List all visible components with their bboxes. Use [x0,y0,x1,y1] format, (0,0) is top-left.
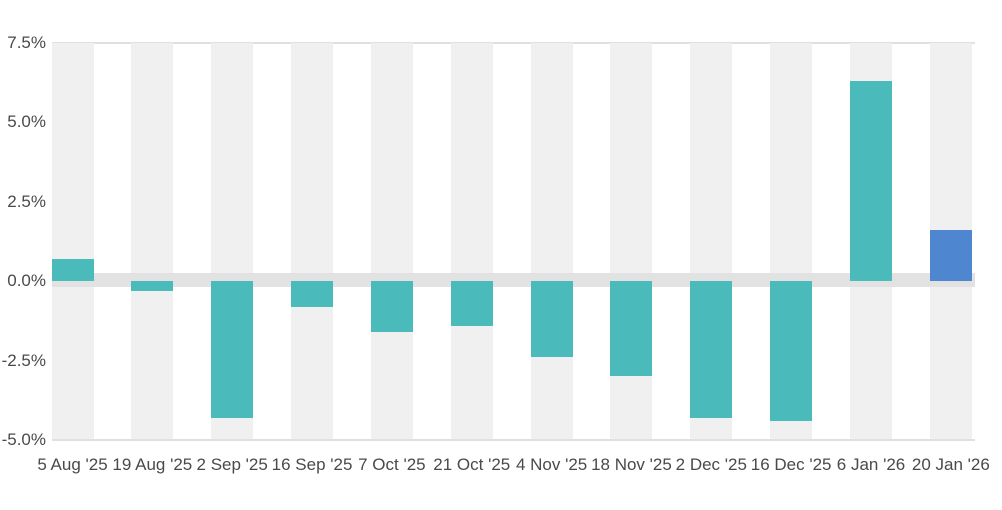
bar[interactable] [929,230,972,282]
column-stripe [291,43,334,440]
plot-area [52,43,975,440]
bar[interactable] [131,281,174,291]
bar[interactable] [610,281,653,377]
x-tick-label: 6 Jan '26 [836,455,906,474]
y-tick-label: 5.0% [7,112,46,132]
column-stripe [530,43,573,440]
x-tick-label: 5 Aug '25 [37,455,108,474]
x-tick-label: 16 Dec '25 [750,455,832,474]
x-tick-label: 21 Oct '25 [433,455,511,474]
bar[interactable] [690,281,733,418]
column-stripe [610,43,653,440]
x-tick-label: 16 Sep '25 [271,455,353,474]
column-stripe [52,43,94,440]
bar[interactable] [530,281,573,358]
x-tick-label: 4 Nov '25 [515,455,588,474]
bar[interactable] [450,281,493,326]
bar[interactable] [770,281,813,421]
y-tick-label: 7.5% [7,33,46,52]
bar[interactable] [370,281,413,332]
bar[interactable] [850,81,892,282]
bar[interactable] [52,258,94,282]
gridline-top [52,42,975,44]
column-stripe [131,43,174,440]
column-stripe [450,43,493,440]
y-tick-label: -5.0% [1,430,46,449]
y-tick-label: 0.0% [7,271,46,291]
bar[interactable] [291,281,334,307]
x-tick-label: 20 Jan '26 [911,455,990,474]
y-tick-label: -2.5% [1,350,46,370]
x-tick-label: 7 Oct '25 [358,455,426,474]
x-tick-label: 2 Sep '25 [196,455,268,474]
x-tick-label: 2 Dec '25 [675,455,747,474]
x-tick-label: 18 Nov '25 [591,455,672,474]
gridline-bottom [52,439,975,441]
y-tick-label: 2.5% [7,191,46,211]
column-stripe [370,43,413,440]
x-tick-label: 19 Aug '25 [112,455,193,474]
bar[interactable] [211,281,254,418]
zero-band [52,273,975,288]
